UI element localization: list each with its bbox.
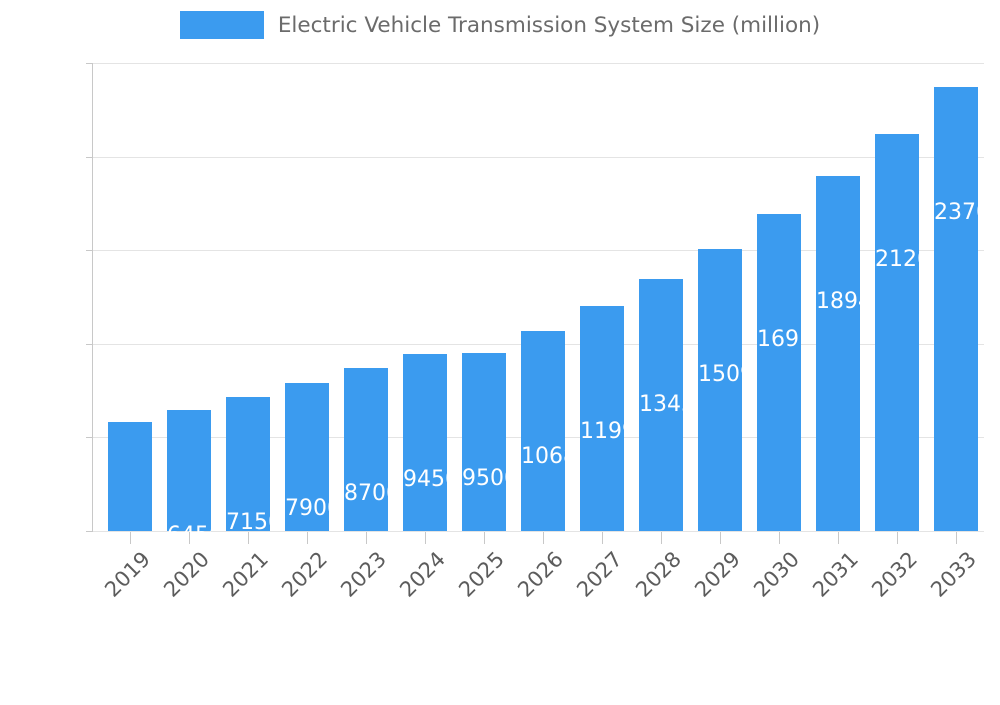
bar[interactable]: 15090 — [698, 248, 742, 531]
gridline — [93, 531, 984, 532]
bar[interactable]: 11994 — [580, 306, 624, 531]
x-tick-mark — [307, 532, 308, 544]
x-tick-mark — [661, 532, 662, 544]
y-tick-mark — [86, 250, 93, 252]
bar[interactable]: 8700 — [344, 368, 388, 531]
bar-value-label: 7900 — [285, 498, 329, 521]
bar-value-label: 23702 — [934, 202, 978, 225]
y-axis-line — [92, 63, 93, 531]
x-tick-mark — [425, 532, 426, 544]
bar-value-label: 9500 — [462, 468, 506, 491]
bar[interactable]: 9450 — [403, 354, 447, 531]
bar[interactable]: 6450 — [167, 410, 211, 547]
bar-value-label: 13458 — [639, 394, 683, 417]
bar[interactable]: 23702 — [934, 87, 978, 531]
x-tick-mark — [779, 532, 780, 544]
x-tick-mark — [366, 532, 367, 544]
bar[interactable]: 7150 — [226, 397, 270, 535]
y-tick-mark — [86, 156, 93, 158]
bar[interactable]: 7900 — [285, 383, 329, 531]
bar-value-label: 8700 — [344, 483, 388, 506]
x-tick-mark — [838, 532, 839, 544]
bar[interactable]: 21200 — [875, 134, 919, 531]
gridline — [93, 63, 984, 64]
x-tick-mark — [956, 532, 957, 544]
x-tick-mark — [484, 532, 485, 544]
legend-label: Electric Vehicle Transmission System Siz… — [277, 12, 821, 38]
bar-value-label: 15090 — [698, 363, 742, 386]
bar-value-label: 21200 — [875, 249, 919, 272]
bar-value-label: 11994 — [580, 421, 624, 444]
bar-chart: Electric Vehicle Transmission System Siz… — [0, 0, 1000, 602]
x-tick-mark — [602, 532, 603, 544]
gridline — [93, 156, 984, 158]
legend-color-swatch-icon — [179, 11, 264, 39]
bar-value-label: 10688 — [521, 445, 565, 468]
x-tick-mark — [248, 532, 249, 544]
bar[interactable]: 13458 — [639, 279, 683, 531]
bar-value-label: 7150 — [226, 512, 270, 535]
chart-legend: Electric Vehicle Transmission System Siz… — [0, 0, 1000, 50]
y-tick-mark — [86, 531, 93, 532]
bar[interactable]: 9500 — [462, 353, 506, 531]
x-tick-mark — [543, 532, 544, 544]
x-tick-mark — [720, 532, 721, 544]
bar[interactable]: 18942 — [816, 176, 860, 531]
bar-value-label: 9450 — [403, 469, 447, 492]
bar[interactable]: 5800 — [108, 422, 152, 559]
plot-area: 0500010000150002000025000 58006450715079… — [86, 63, 984, 602]
gridline — [93, 250, 984, 252]
y-tick-mark — [86, 343, 93, 345]
bar[interactable]: 10688 — [521, 330, 565, 531]
x-tick-mark — [897, 532, 898, 544]
bar-value-label: 5800 — [108, 537, 152, 560]
x-tick-mark — [189, 532, 190, 544]
bar-value-label: 18942 — [816, 291, 860, 314]
legend-item-series-0[interactable]: Electric Vehicle Transmission System Siz… — [179, 11, 821, 39]
x-tick-mark — [130, 532, 131, 544]
y-tick-mark — [86, 437, 93, 439]
y-tick-mark — [86, 63, 93, 64]
